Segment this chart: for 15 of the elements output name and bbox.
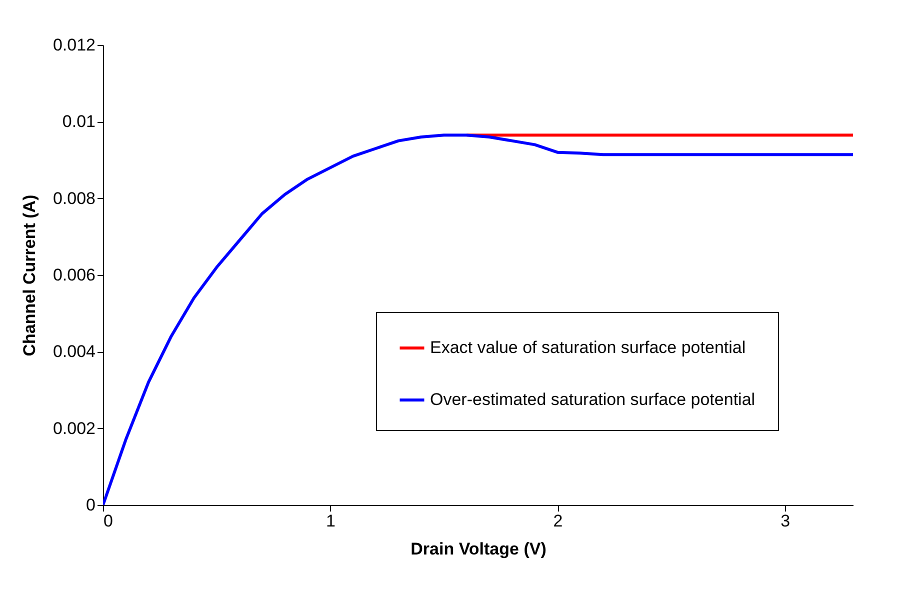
legend-label: Exact value of saturation surface potential xyxy=(430,338,746,357)
x-tick-label: 2 xyxy=(553,512,563,530)
y-tick-label: 0.01 xyxy=(62,112,96,132)
legend-label: Over-estimated saturation surface potential xyxy=(430,390,756,409)
x-axis-title: Drain Voltage (V) xyxy=(410,540,546,558)
y-tick-label: 0.008 xyxy=(52,188,96,208)
y-tick-label: 0.006 xyxy=(52,266,96,284)
x-tick-label: 0 xyxy=(104,512,113,530)
x-tick-label: 1 xyxy=(326,512,336,530)
y-axis-title: Channel Current (A) xyxy=(20,194,39,356)
y-tick-label: 0 xyxy=(86,496,96,514)
y-tick-label: 0.002 xyxy=(52,418,96,438)
x-tick-label: 3 xyxy=(780,512,790,530)
y-tick-label: 0.004 xyxy=(52,342,96,362)
y-tick-label: 0.012 xyxy=(52,36,96,54)
